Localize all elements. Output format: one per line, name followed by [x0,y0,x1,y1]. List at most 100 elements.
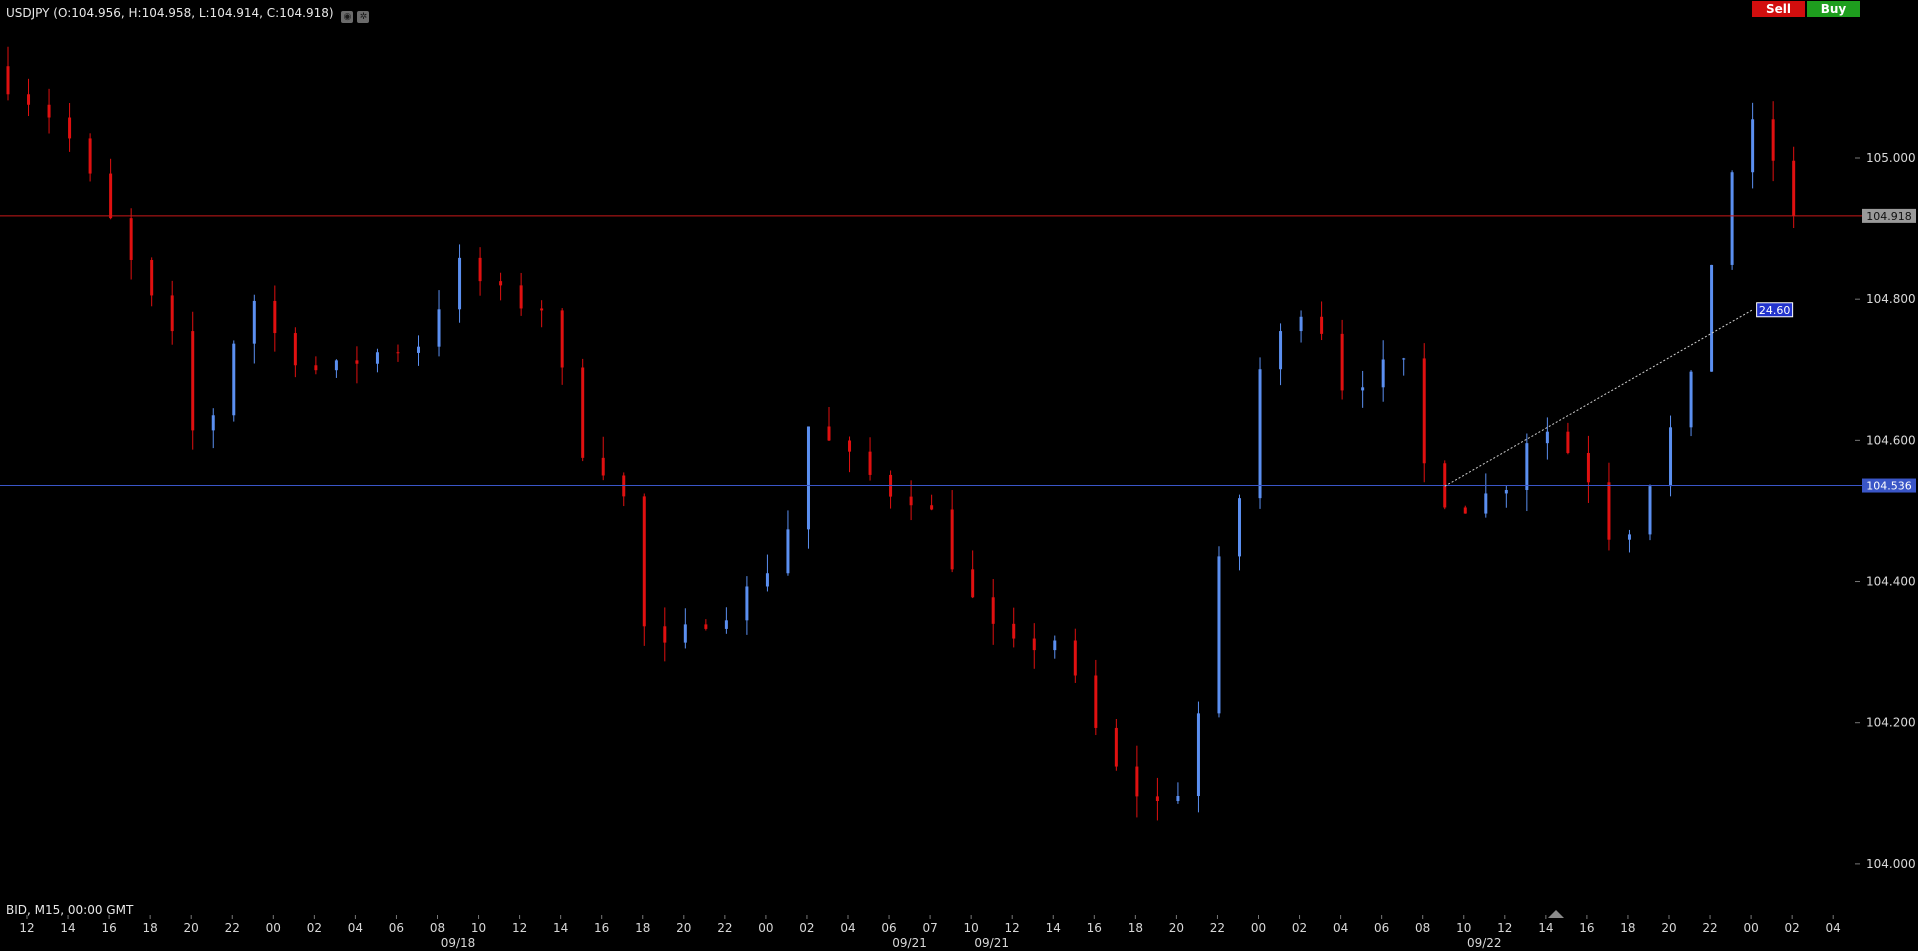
candle-body [1463,507,1467,514]
bull-candle [1258,357,1262,509]
bear-candle [396,344,400,362]
candle-body [1422,358,1426,464]
bear-candle [1032,623,1036,669]
candle-body [68,117,72,139]
bear-candle [560,308,564,385]
trend-line-label: 24.60 [1759,304,1791,317]
candle-body [1381,359,1385,388]
bull-candle [458,244,462,323]
x-tick-label: 04 [1826,921,1841,935]
x-tick-label: 14 [60,921,75,935]
candle-body [1320,316,1324,334]
candle-body [1607,482,1611,540]
bear-candle [1094,659,1098,736]
bear-candle [581,358,585,462]
bear-candle [1422,343,1426,483]
bear-candle [170,280,174,345]
candle-body [806,426,810,530]
x-tick-label: 20 [676,921,691,935]
bear-candle [68,103,72,152]
bull-candle [1689,370,1693,437]
candle-body [581,367,585,458]
candle-body [1073,640,1077,676]
bull-candle [1504,485,1508,508]
x-tick-label: 14 [1046,921,1061,935]
candle-body [1402,358,1406,360]
candle-body [724,620,728,629]
bull-candle [1053,635,1057,659]
x-tick-label: 02 [307,921,322,935]
bear-candle [950,490,954,573]
candle-body [1669,427,1673,487]
x-tick-label: 12 [1005,921,1020,935]
bear-candle [540,300,544,328]
x-tick-label: 16 [1579,921,1594,935]
bear-candle [191,311,195,450]
x-tick-label: 20 [1169,921,1184,935]
candle-body [560,310,564,368]
candle-body [1135,766,1139,797]
x-tick-label: 04 [1333,921,1348,935]
eye-icon[interactable]: ◉ [341,11,354,23]
candle-body [47,104,51,118]
bull-candle [1402,357,1406,376]
candle-body [375,352,379,364]
candle-body [1484,493,1488,514]
bull-candle [1217,546,1221,718]
bear-candle [909,480,913,521]
x-tick-label: 08 [430,921,445,935]
x-tick-label: 04 [348,921,363,935]
candle-body [1792,160,1796,216]
candle-body [273,300,277,334]
candle-body [745,586,749,621]
sell-button[interactable]: Sell [1752,1,1805,17]
bear-candle [991,579,995,645]
bull-candle [806,426,810,549]
bear-candle [622,472,626,507]
candle-body [1586,452,1590,483]
bear-candle [1073,628,1077,683]
bear-candle [273,285,277,352]
bear-candle [27,78,31,117]
candle-body [150,259,154,296]
settings-icon[interactable]: ✲ [357,11,370,23]
bull-candle [1525,433,1529,512]
candle-body [1238,498,1241,557]
candle-body [1053,640,1057,651]
x-tick-label: 14 [553,921,568,935]
bull-candle [1730,170,1734,270]
candle-body [334,360,338,371]
bull-candle [1196,701,1200,813]
candle-body [827,426,831,441]
y-tick-label: 104.400 [1866,575,1916,589]
bull-candle [765,554,769,592]
bull-candle [211,408,215,449]
bull-candle [1710,264,1714,372]
candle-body [170,295,174,332]
bear-candle [1155,777,1159,821]
bear-candle [868,437,872,481]
candle-body [1771,119,1775,161]
bear-candle [129,208,133,280]
buy-button[interactable]: Buy [1807,1,1860,17]
bear-candle [971,550,975,599]
candle-body [6,66,10,95]
candle-body [971,569,975,598]
x-tick-label: 16 [1087,921,1102,935]
candle-body [868,451,872,475]
bear-candle [1135,745,1139,818]
candle-body [437,309,441,347]
bull-candle [1669,415,1673,497]
bear-candle [1463,505,1467,514]
candle-body [355,360,359,364]
x-tick-label: 02 [1292,921,1307,935]
x-tick-label: 12 [19,921,34,935]
bear-candle [1792,146,1796,228]
candle-body [683,624,687,643]
candle-body [663,626,667,643]
candle-body [930,505,934,510]
candle-body [1710,264,1714,372]
candle-body [252,300,256,344]
horizontal-line-price-label: 104.536 [1866,480,1912,493]
